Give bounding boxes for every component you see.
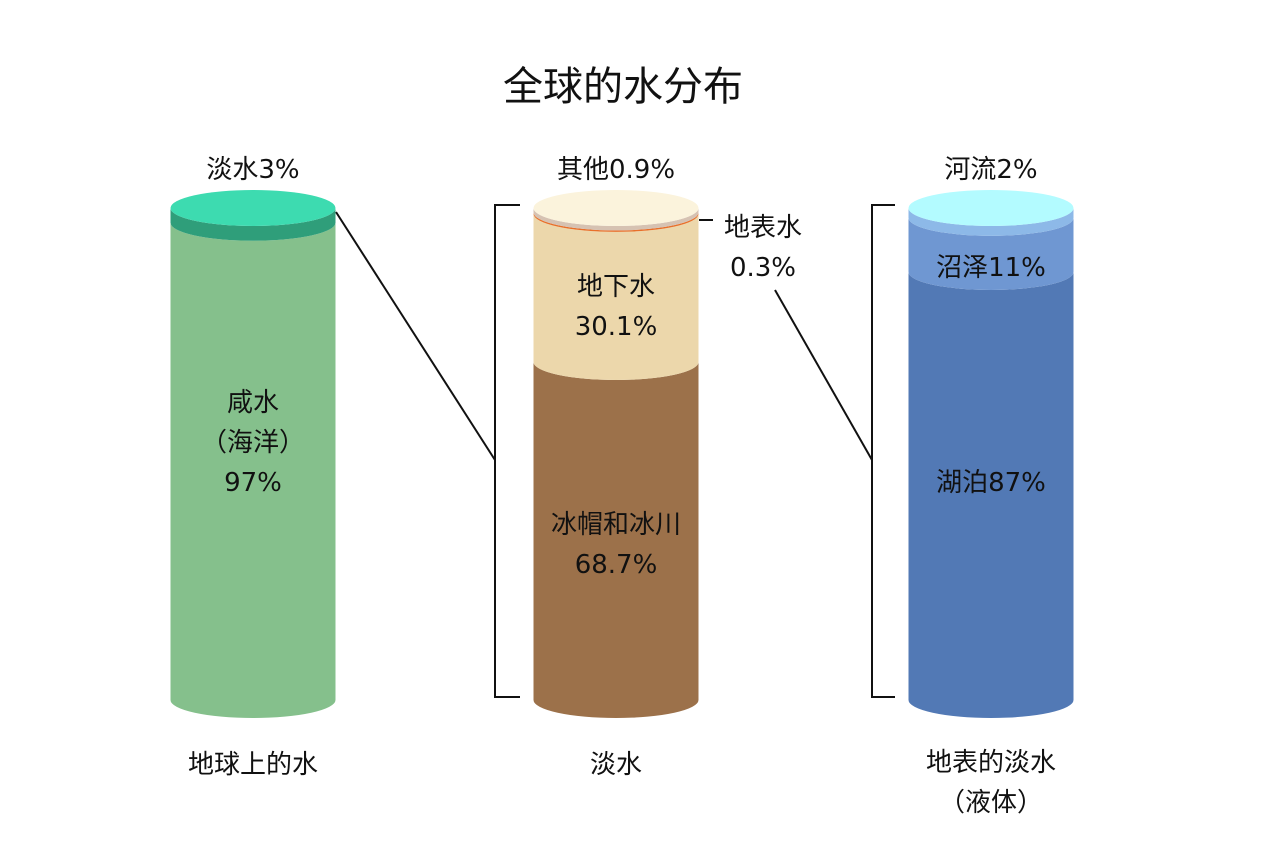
connector (774, 289, 873, 461)
cylinder-cap (908, 190, 1074, 226)
data-label: 河流2% (944, 155, 1038, 185)
bracket (494, 204, 520, 698)
connectors (335, 204, 895, 698)
bracket (871, 204, 895, 698)
cylinder-cap (533, 190, 699, 226)
data-label: 淡水3% (206, 155, 300, 185)
data-label: 地表水 0.3% (723, 213, 803, 283)
data-label: 沼泽11% (936, 253, 1046, 283)
cylinder-cap (170, 190, 336, 226)
data-label: 冰帽和冰川 68.7% (550, 510, 682, 580)
cylinder-segment (908, 208, 1074, 236)
connector (335, 211, 496, 461)
cylinder-segment (533, 208, 699, 231)
data-label: 咸水 （海洋） 97% (200, 388, 306, 498)
chart-title: 全球的水分布 (503, 64, 743, 110)
cylinder-segment (908, 217, 1074, 290)
category-label: 淡水 (589, 750, 643, 780)
category-label: 地表的淡水 （液体） (925, 748, 1057, 818)
data-label: 湖泊87% (936, 468, 1046, 498)
cylinder-segment (170, 208, 336, 241)
data-label: 地下水 30.1% (574, 272, 658, 342)
cylinder-segment (533, 361, 699, 718)
cylinder-segment (170, 222, 336, 718)
category-label: 地球上的水 (187, 750, 319, 780)
cylinder-segment (908, 271, 1074, 718)
data-label: 其他0.9% (556, 155, 676, 185)
cylinder-segment (533, 213, 699, 380)
